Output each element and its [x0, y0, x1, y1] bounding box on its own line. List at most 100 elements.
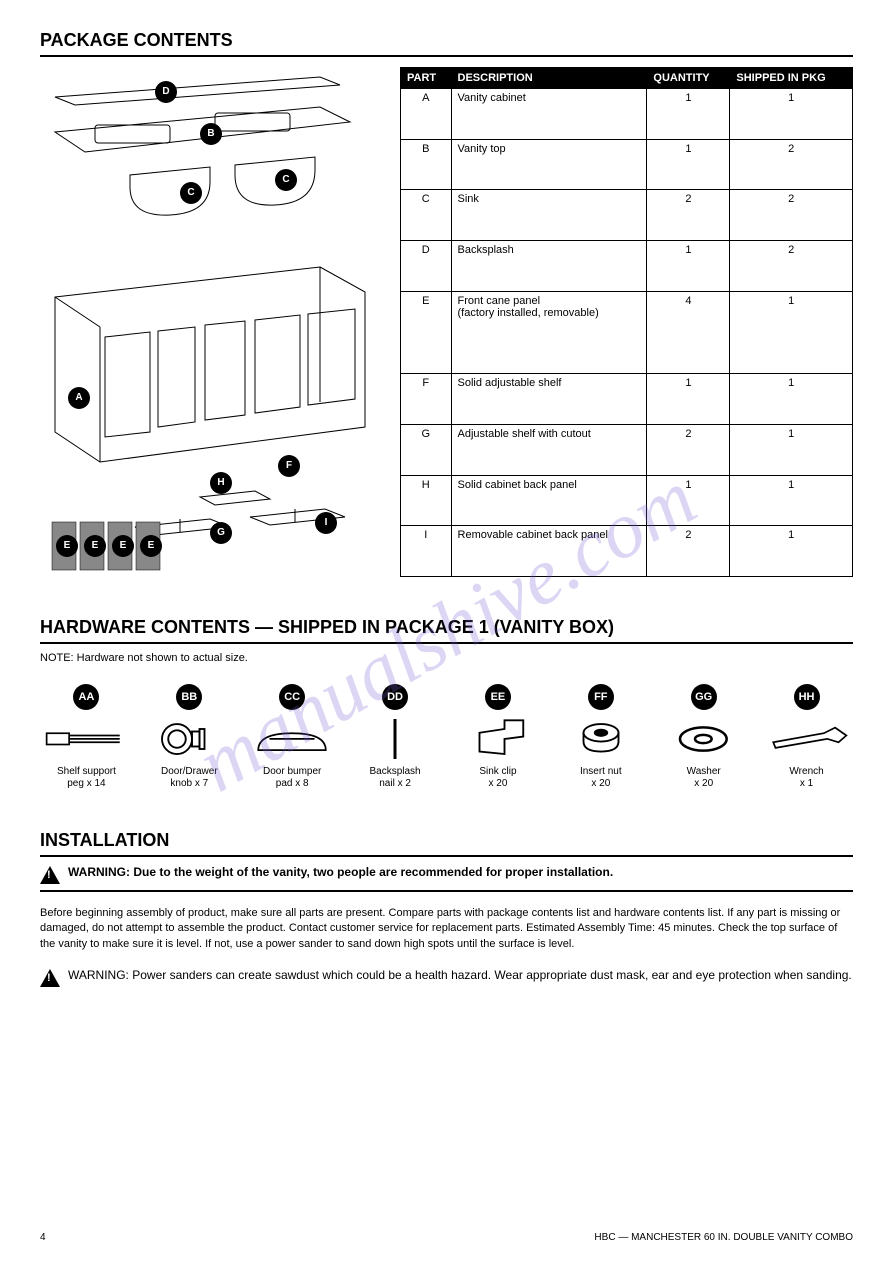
hardware-icon	[452, 714, 545, 764]
table-cell: Adjustable shelf with cutout	[451, 424, 647, 475]
table-row: DBacksplash12	[401, 240, 853, 291]
table-cell: Sink	[451, 190, 647, 241]
hardware-item: CCDoor bumperpad x 8	[246, 684, 339, 790]
label-e3: E	[112, 535, 134, 557]
table-cell: Vanity cabinet	[451, 89, 647, 140]
table-cell: 1	[730, 291, 853, 374]
label-a: A	[68, 387, 90, 409]
hardware-item: DD Backsplashnail x 2	[349, 684, 442, 790]
table-cell: H	[401, 475, 452, 526]
label-d: D	[155, 81, 177, 103]
table-row: AVanity cabinet11	[401, 89, 853, 140]
parts-table-body: AVanity cabinet11BVanity top12CSink22DBa…	[401, 89, 853, 577]
hardware-item: BB Door/Drawerknob x 7	[143, 684, 236, 790]
hardware-code: BB	[176, 684, 202, 710]
table-cell: I	[401, 526, 452, 577]
table-cell: 1	[647, 240, 730, 291]
hardware-caption: Door bumperpad x 8	[246, 766, 339, 790]
hardware-caption: Washerx 20	[657, 766, 750, 790]
label-h: H	[210, 472, 232, 494]
hardware-code: FF	[588, 684, 614, 710]
hardware-note: NOTE: Hardware not shown to actual size.	[40, 652, 853, 664]
th-pkg: SHIPPED IN PKG	[730, 68, 853, 89]
table-cell: 2	[730, 190, 853, 241]
warning-icon	[40, 866, 60, 884]
table-cell: 1	[647, 139, 730, 190]
table-cell: 1	[730, 424, 853, 475]
hardware-icon	[554, 714, 647, 764]
hardware-row: AAShelf supportpeg x 14 BB Door/Drawerknob…	[40, 684, 853, 790]
hardware-section: HARDWARE CONTENTS — SHIPPED IN PACKAGE 1…	[40, 617, 853, 790]
label-e2: E	[84, 535, 106, 557]
table-cell: G	[401, 424, 452, 475]
exploded-diagram: D B C C A H F G I E E E E	[40, 67, 380, 577]
table-cell: F	[401, 374, 452, 425]
warning-text-2: WARNING: Power sanders can create sawdus…	[68, 968, 852, 982]
table-cell: 1	[647, 89, 730, 140]
table-row: HSolid cabinet back panel11	[401, 475, 853, 526]
table-row: GAdjustable shelf with cutout21	[401, 424, 853, 475]
hardware-caption: Insert nutx 20	[554, 766, 647, 790]
table-cell: Removable cabinet back panel	[451, 526, 647, 577]
install-paragraph: Before beginning assembly of product, ma…	[40, 906, 853, 952]
label-i: I	[315, 512, 337, 534]
table-cell: 1	[730, 374, 853, 425]
hardware-icon	[657, 714, 750, 764]
table-cell: 1	[730, 89, 853, 140]
hardware-code: HH	[794, 684, 820, 710]
hardware-icon	[40, 714, 133, 764]
table-cell: 2	[647, 526, 730, 577]
label-c2: C	[275, 169, 297, 191]
th-part: PART	[401, 68, 452, 89]
hardware-item: FF Insert nutx 20	[554, 684, 647, 790]
table-cell: 2	[730, 240, 853, 291]
hardware-icon	[246, 714, 339, 764]
table-row: CSink22	[401, 190, 853, 241]
warning-text-1: WARNING: Due to the weight of the vanity…	[68, 865, 613, 879]
hardware-caption: Backsplashnail x 2	[349, 766, 442, 790]
footer-product: HBC — MANCHESTER 60 IN. DOUBLE VANITY CO…	[594, 1232, 853, 1243]
th-qty: QUANTITY	[647, 68, 730, 89]
page-number: 4	[40, 1232, 46, 1243]
table-cell: 4	[647, 291, 730, 374]
th-desc: DESCRIPTION	[451, 68, 647, 89]
hardware-item: HH Wrenchx 1	[760, 684, 853, 790]
table-cell: Solid cabinet back panel	[451, 475, 647, 526]
table-cell: B	[401, 139, 452, 190]
table-cell: 2	[647, 424, 730, 475]
table-cell: Backsplash	[451, 240, 647, 291]
hardware-caption: Wrenchx 1	[760, 766, 853, 790]
label-c: C	[180, 182, 202, 204]
parts-table: PART DESCRIPTION QUANTITY SHIPPED IN PKG…	[400, 67, 853, 577]
label-g: G	[210, 522, 232, 544]
table-cell: 2	[730, 139, 853, 190]
table-row: FSolid adjustable shelf11	[401, 374, 853, 425]
hardware-item: EESink clipx 20	[452, 684, 545, 790]
installation-section: INSTALLATION WARNING: Due to the weight …	[40, 830, 853, 993]
hardware-caption: Door/Drawerknob x 7	[143, 766, 236, 790]
warning-row-2: WARNING: Power sanders can create sawdus…	[40, 968, 853, 993]
hardware-caption: Shelf supportpeg x 14	[40, 766, 133, 790]
hardware-caption: Sink clipx 20	[452, 766, 545, 790]
warning-icon	[40, 969, 60, 987]
hardware-icon	[143, 714, 236, 764]
table-cell: Front cane panel(factory installed, remo…	[451, 291, 647, 374]
label-e1: E	[56, 535, 78, 557]
table-cell: 1	[730, 526, 853, 577]
label-f: F	[278, 455, 300, 477]
table-cell: D	[401, 240, 452, 291]
label-e4: E	[140, 535, 162, 557]
table-row: BVanity top12	[401, 139, 853, 190]
table-row: IRemovable cabinet back panel21	[401, 526, 853, 577]
table-row: EFront cane panel(factory installed, rem…	[401, 291, 853, 374]
table-cell: Vanity top	[451, 139, 647, 190]
hardware-item: AAShelf supportpeg x 14	[40, 684, 133, 790]
installation-heading: INSTALLATION	[40, 830, 853, 857]
hardware-code: DD	[382, 684, 408, 710]
warning-row-1: WARNING: Due to the weight of the vanity…	[40, 865, 853, 892]
table-cell: 1	[647, 374, 730, 425]
hardware-icon	[760, 714, 853, 764]
label-b: B	[200, 123, 222, 145]
hardware-icon	[349, 714, 442, 764]
hardware-heading: HARDWARE CONTENTS — SHIPPED IN PACKAGE 1…	[40, 617, 853, 644]
